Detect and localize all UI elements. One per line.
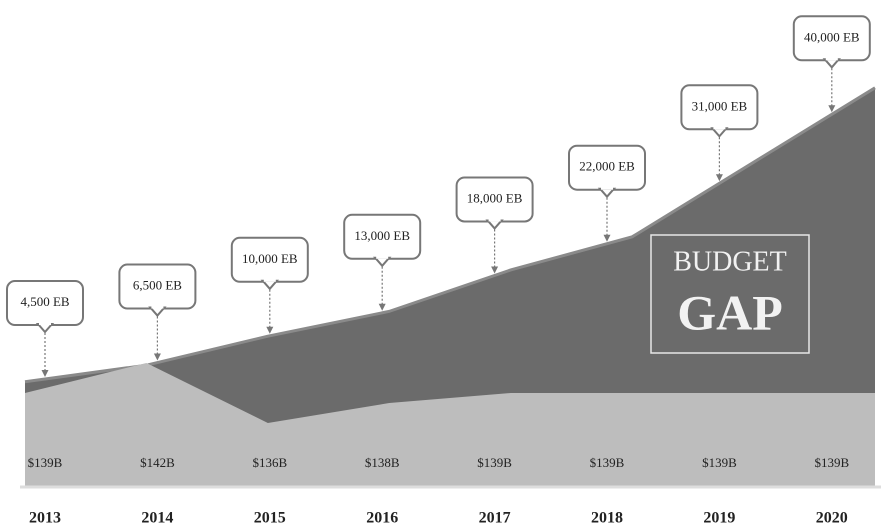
x-tick-label: 2014	[141, 510, 173, 527]
value-label: $138B	[365, 455, 400, 470]
x-tick-label: 2019	[703, 510, 735, 527]
callout-pointer	[485, 219, 504, 230]
callout-pointer	[822, 58, 842, 69]
value-label: $142B	[140, 455, 175, 470]
callout-arrowhead	[378, 303, 386, 311]
callout-label: 40,000 EB	[804, 29, 860, 44]
callout-arrowhead	[266, 326, 274, 334]
callout-pointer-mask	[488, 218, 501, 222]
area-upper-edge	[24, 86, 876, 384]
callout-pointer-mask	[151, 305, 164, 309]
callout-arrowhead	[41, 370, 49, 378]
callout-label: 6,500 EB	[133, 278, 182, 293]
value-label: $136B	[252, 455, 287, 470]
callout-arrowhead	[603, 234, 611, 242]
x-tick-label: 2013	[29, 510, 61, 527]
callout-pointer-mask	[825, 57, 838, 61]
callout-pointer-mask	[39, 322, 51, 326]
callout-pointer	[35, 323, 55, 334]
value-label: $139B	[477, 455, 512, 470]
annotation: GAP	[677, 284, 783, 340]
callout-label: 4,500 EB	[20, 294, 69, 309]
areas	[20, 86, 881, 489]
callout-arrowhead	[715, 174, 723, 182]
callout-arrowhead	[153, 353, 161, 361]
annotation-box	[650, 234, 810, 354]
x-tick-label: 2016	[366, 510, 398, 527]
callout-label: 31,000 EB	[692, 98, 748, 113]
callout-label: 22,000 EB	[579, 159, 635, 174]
callout-pointer	[597, 187, 617, 199]
callout-pointer-mask	[263, 278, 276, 282]
value-label: $139B	[590, 455, 625, 470]
callout-label: 13,000 EB	[354, 228, 410, 243]
x-tick-label: 2017	[479, 510, 511, 527]
x-tick-label: 2020	[816, 510, 848, 527]
value-label: $139B	[814, 455, 849, 470]
area-upper	[25, 87, 875, 488]
area-lower	[25, 363, 875, 487]
callout-pointer-mask	[376, 255, 389, 259]
value-label: $139B	[702, 455, 737, 470]
callout-label: 10,000 EB	[242, 251, 298, 266]
callout-pointer-mask	[713, 126, 726, 130]
x-tick-label: 2015	[254, 510, 286, 527]
overlay: BUDGET GAP	[650, 234, 810, 354]
callout-pointer	[710, 127, 729, 138]
callout-arrowhead	[828, 105, 836, 113]
callout-pointer	[148, 306, 167, 318]
callout-pointer	[372, 256, 392, 268]
callout-label: 18,000 EB	[467, 190, 523, 205]
annotation: BUDGET	[673, 246, 787, 277]
x-tick-label: 2018	[591, 510, 623, 527]
callout-arrowhead	[491, 266, 499, 274]
value-label: $139B	[28, 455, 63, 470]
callout-pointer	[260, 279, 280, 291]
callout-pointer-mask	[601, 186, 613, 190]
